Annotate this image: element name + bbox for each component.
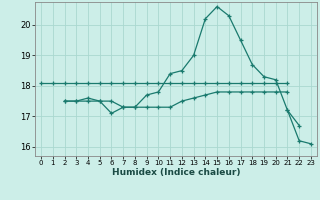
X-axis label: Humidex (Indice chaleur): Humidex (Indice chaleur) — [112, 168, 240, 177]
